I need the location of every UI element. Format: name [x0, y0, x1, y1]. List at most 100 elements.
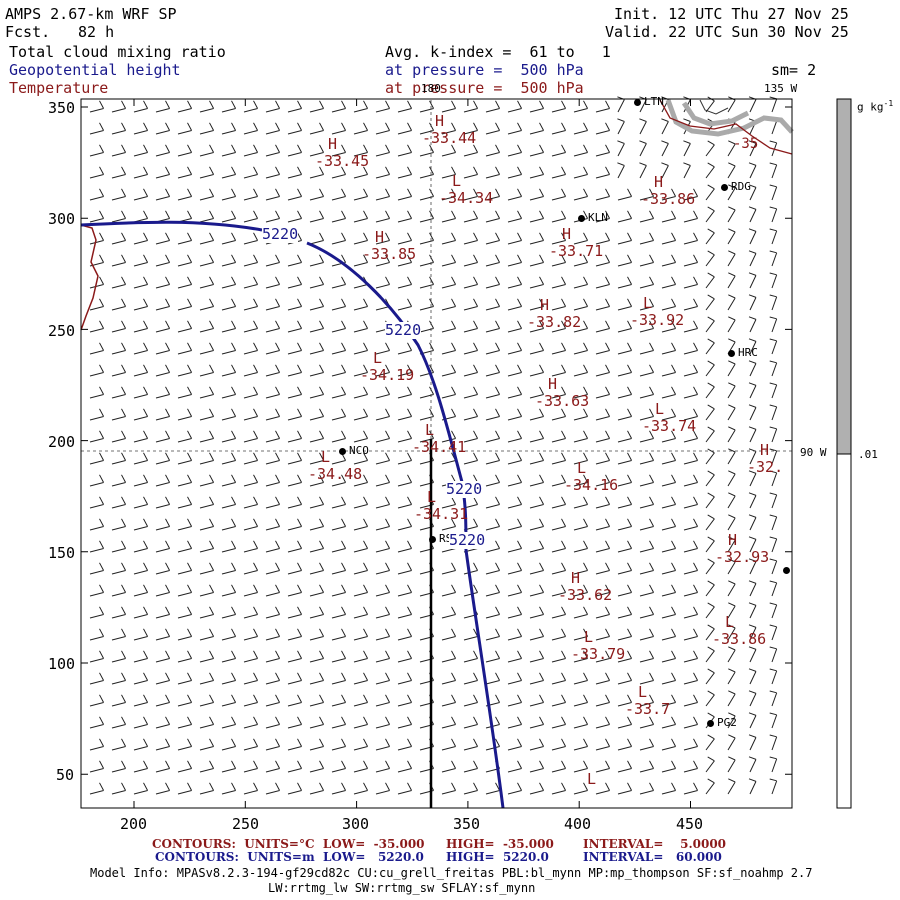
height-contour-interval: INTERVAL= 60.000: [583, 850, 722, 864]
temp-extremum-value: -34.19: [360, 366, 415, 384]
temp-extremum-value: -32.93: [715, 548, 770, 566]
coastline-ne-inner: [699, 99, 729, 115]
temp-extremum-value: -34.41: [412, 438, 467, 456]
x-tick-label: 200: [120, 815, 148, 833]
temp-extremum-value: -33.82: [527, 313, 582, 331]
height-contour-info: CONTOURS: UNITS=m LOW= 5220.0: [155, 850, 424, 864]
temp-extremum-value: -32.: [747, 458, 784, 476]
temp-high-marker: H: [540, 296, 550, 314]
temp-extremum-value: -33.63: [535, 392, 590, 410]
pressure-level-height: at pressure = 500 hPa: [385, 61, 584, 79]
station-label: KLN: [588, 211, 608, 224]
height-contour-label: 5220: [262, 225, 299, 243]
temp-high-marker: H: [328, 135, 338, 153]
y-tick-label: 350: [48, 99, 76, 117]
temp-contour-high: HIGH= -35.000: [446, 837, 554, 851]
temp-extremum-value: -33.92: [630, 311, 685, 329]
temp-low-marker: L: [373, 349, 383, 367]
tick-marks: [81, 99, 792, 808]
temp-extremum-value: -34.48: [308, 465, 363, 483]
field-geopotential: Geopotential height: [9, 61, 181, 79]
temp-low-marker: L: [452, 172, 462, 190]
temp-extremum-value: -33.74: [642, 417, 697, 435]
temp-low-marker: L: [577, 459, 587, 477]
colorbar-unit-text: g kg: [857, 100, 884, 114]
wind-barbs: [89, 96, 778, 795]
temp-low-marker: L: [638, 683, 648, 701]
temp-contour-info: CONTOURS: UNITS=°C LOW= -35.000: [152, 837, 425, 851]
temp-extremum-value: -33.86: [641, 190, 696, 208]
field-cloud-mixing: Total cloud mixing ratio: [9, 43, 226, 61]
temp-high-marker: H: [548, 375, 558, 393]
temp-extremum-value: -33.85: [362, 245, 417, 263]
forecast-hour: 82 h: [78, 23, 115, 41]
temp-high-marker: H: [760, 441, 770, 459]
temp-low-marker: L: [427, 488, 437, 506]
station-dot: [721, 184, 728, 191]
temp-extremum-value: -33.79: [571, 645, 626, 663]
temp-extremum-value: -33.44: [422, 129, 477, 147]
k-index-range: Avg. k-index = 61 to 1: [385, 43, 611, 61]
lon-label-90w: 90 W: [800, 446, 827, 459]
colorbar-unit: g kg-1: [857, 95, 893, 116]
temp-extremum-value: -34.31: [414, 505, 469, 523]
station-dot: [783, 567, 790, 574]
pressure-level-temp: at pressure = 500 hPa: [385, 79, 584, 97]
temp-low-marker: L: [425, 421, 435, 439]
temp-low-marker: L: [584, 628, 594, 646]
forecast-label: Fcst.: [5, 23, 51, 41]
y-tick-label: 300: [48, 210, 76, 228]
height-contour-label: 5220: [446, 480, 483, 498]
lon-label-135w: 135 W: [764, 82, 798, 95]
temp-high-marker: H: [435, 112, 445, 130]
init-time: Init. 12 UTC Thu 27 Nov 25: [614, 5, 849, 23]
temp-extremum-value: -33.7: [625, 700, 671, 718]
temp-high-marker: H: [728, 531, 738, 549]
colorbar-level: .01: [858, 448, 878, 461]
temp-low-marker: L: [643, 294, 653, 312]
temp-low-marker: L: [587, 770, 597, 788]
temp-high-marker: H: [571, 569, 581, 587]
y-tick-label: 50: [56, 766, 75, 784]
model-title: AMPS 2.67-km WRF SP: [5, 5, 177, 23]
smoothing: sm= 2: [771, 61, 817, 79]
station-dot: [578, 215, 585, 222]
temp-extremum-value: -33.45: [315, 152, 370, 170]
colorbar-unit-exp: -1: [883, 99, 894, 108]
x-tick-label: 350: [453, 815, 481, 833]
temp-contour-interval: INTERVAL= 5.0000: [583, 837, 727, 851]
temp-extremum-value: -33.86: [712, 630, 767, 648]
field-temperature: Temperature: [9, 79, 109, 97]
x-tick-label: 400: [564, 815, 592, 833]
coastline-ne: [659, 99, 793, 155]
height-contour-5220-west: [80, 220, 263, 232]
model-info-physics: LW:rrtmg_lw SW:rrtmg_sw SFLAY:sf_mynn: [268, 881, 536, 895]
temp-high-marker: H: [562, 225, 572, 243]
wind-barb-field: [89, 96, 778, 795]
station-label: NCO: [349, 444, 369, 457]
height-contour-label: 5220: [385, 321, 422, 339]
y-tick-label: 100: [48, 655, 76, 673]
valid-time: Valid. 22 UTC Sun 30 Nov 25: [605, 23, 849, 41]
temp-low-marker: L: [655, 400, 665, 418]
height-contour-label: 5220: [449, 531, 486, 549]
height-contour-high: HIGH= 5220.0: [446, 850, 549, 864]
y-tick-label: 200: [48, 433, 76, 451]
temp-extremum-value: -33.62: [558, 586, 613, 604]
y-tick-label: 150: [48, 544, 76, 562]
colorbar-empty: [836, 453, 852, 809]
station-label: LTN: [644, 95, 664, 108]
x-tick-label: 250: [232, 815, 260, 833]
ice-shelf-ne: [665, 99, 794, 137]
temp-low-marker: L: [725, 613, 735, 631]
lon-label-180: 180: [421, 82, 441, 95]
model-info: Model Info: MPASv8.2.3-194-gf29cd82c CU:…: [90, 866, 813, 880]
temp-high-marker: H: [654, 173, 664, 191]
map-frame: [80, 98, 793, 809]
station-label: RDG: [731, 180, 751, 193]
station-dot: [634, 99, 641, 106]
axis-ticks: [81, 99, 792, 808]
station-dot: [339, 448, 346, 455]
station-dot: [707, 720, 714, 727]
